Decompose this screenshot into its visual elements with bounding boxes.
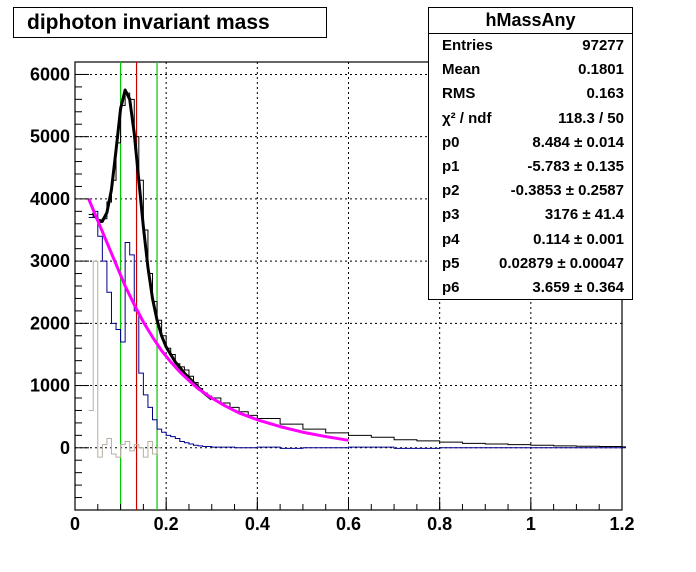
- stats-row: p6 3.659 ± 0.364: [429, 276, 632, 300]
- stats-value: -0.3853 ± 0.2587: [510, 182, 624, 200]
- stats-value: 3.659 ± 0.364: [532, 278, 624, 296]
- x-tick-label: 0.8: [427, 514, 452, 534]
- stats-row: p1 -5.783 ± 0.135: [429, 155, 632, 179]
- stats-value: 3176 ± 41.4: [544, 206, 624, 224]
- stats-value: -5.783 ± 0.135: [527, 157, 624, 175]
- series-layer: [87, 88, 626, 458]
- histogram-series: [88, 260, 162, 458]
- stats-value: 8.484 ± 0.014: [532, 133, 624, 151]
- stats-box: hMassAny Entries 97277 Mean 0.1801 RMS 0.163 χ…: [428, 7, 633, 300]
- stats-label: p5: [442, 254, 460, 272]
- stats-value: 0.114 ± 0.001: [533, 230, 624, 248]
- stats-value: 118.3 / 50: [558, 109, 624, 127]
- stats-label: p4: [442, 230, 460, 248]
- stats-label: p6: [442, 278, 460, 296]
- stats-label: p0: [442, 133, 460, 151]
- stats-value: 97277: [582, 37, 624, 54]
- stats-label: p1: [442, 157, 460, 175]
- stats-label: Entries: [442, 37, 493, 54]
- stats-row: χ² / ndf 118.3 / 50: [429, 107, 632, 131]
- stats-label: Mean: [442, 61, 481, 79]
- x-tick-label: 0.2: [154, 514, 179, 534]
- stats-row: Mean 0.1801: [429, 58, 632, 82]
- chart-title: diphoton invariant mass: [13, 7, 327, 38]
- stats-label: p2: [442, 182, 460, 200]
- fit-curve: [87, 198, 349, 442]
- stats-row: p2 -0.3853 ± 0.2587: [429, 179, 632, 203]
- stats-value: 0.163: [586, 85, 624, 103]
- x-tick-label: 0: [70, 514, 80, 534]
- stats-row: RMS 0.163: [429, 82, 632, 106]
- stats-label: RMS: [442, 85, 476, 103]
- x-tick-label: 1.2: [609, 514, 634, 534]
- stats-label: p3: [442, 206, 460, 224]
- x-tick-label: 1: [526, 514, 536, 534]
- fit-curve: [91, 88, 213, 401]
- stats-rows: Entries 97277 Mean 0.1801 RMS 0.163 χ² / ndf 11…: [429, 34, 632, 300]
- axis-layer: 0 0.2 0.4 0.6 0.8 1 1.2 0 1000 2000 3000 4000 5000 60…: [30, 64, 635, 534]
- stats-row: Entries 97277: [429, 34, 632, 58]
- stats-row: p5 0.02879 ± 0.00047: [429, 252, 632, 276]
- x-tick-label: 0.6: [336, 514, 361, 534]
- stats-value: 0.02879 ± 0.00047: [498, 254, 624, 272]
- stats-row: p4 0.114 ± 0.001: [429, 228, 632, 252]
- y-tick-label: 0: [60, 438, 70, 458]
- y-tick-label: 6000: [30, 64, 70, 84]
- stats-histogram-name: hMassAny: [429, 8, 632, 34]
- stats-label: χ² / ndf: [442, 109, 492, 127]
- y-tick-label: 5000: [30, 127, 70, 147]
- x-tick-label: 0.4: [245, 514, 270, 534]
- histogram-series: [88, 210, 626, 449]
- stats-row: p3 3176 ± 41.4: [429, 203, 632, 227]
- y-tick-label: 2000: [30, 313, 70, 333]
- stats-row: p0 8.484 ± 0.014: [429, 131, 632, 155]
- y-tick-label: 1000: [30, 376, 70, 396]
- y-tick-label: 3000: [30, 251, 70, 271]
- y-tick-label: 4000: [30, 189, 70, 209]
- stats-value: 0.1801: [578, 61, 624, 79]
